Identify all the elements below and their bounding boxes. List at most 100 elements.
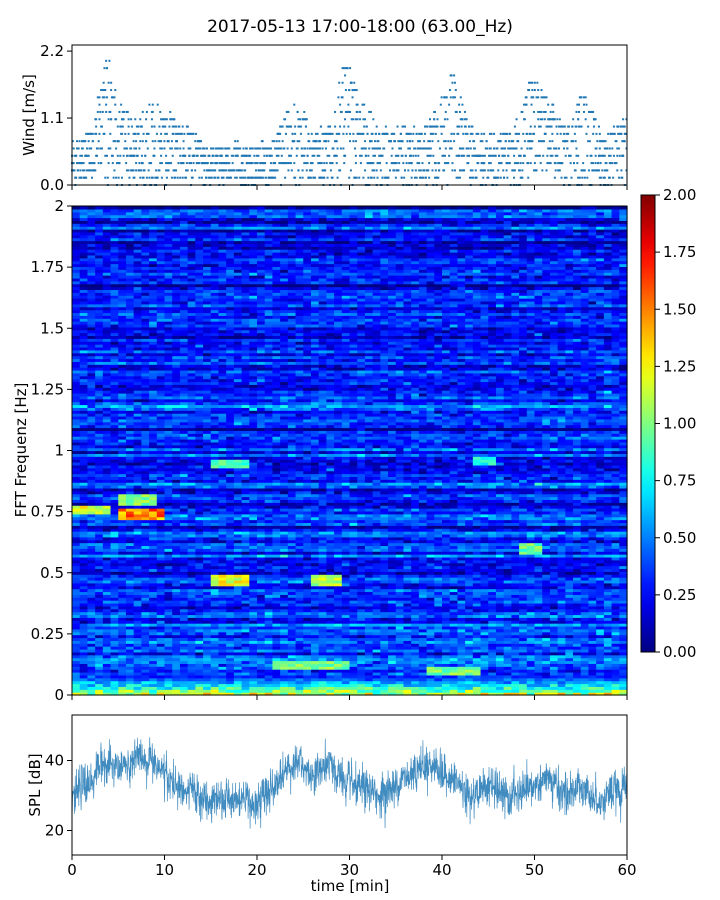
spectrogram-cell [72, 620, 81, 624]
spectrogram-cell [364, 663, 374, 667]
spectrogram-cell [210, 628, 220, 633]
spectrogram-cell [495, 631, 505, 636]
wind-point [105, 110, 108, 113]
spectrogram-cell [457, 588, 466, 593]
wind-point [154, 176, 157, 179]
spectrogram-cell [596, 628, 605, 633]
wind-point [419, 147, 422, 150]
wind-point [320, 176, 323, 179]
spectrogram-cell [418, 579, 428, 584]
spectrogram-cell [272, 666, 281, 670]
spectrogram-cell [334, 689, 343, 693]
wind-point [171, 125, 174, 128]
spectrogram-cell [102, 602, 112, 607]
spectrogram-cell [526, 654, 536, 659]
wind-point [364, 169, 367, 172]
spectrogram-cell [287, 657, 297, 662]
spectrogram-cell [187, 646, 196, 650]
wind-point [368, 110, 371, 113]
spectrogram-cell [349, 651, 358, 656]
spectrogram-cell [287, 582, 297, 587]
wind-point [275, 154, 278, 157]
spectrogram-cell [272, 577, 281, 581]
wind-point [210, 162, 213, 165]
spectrogram-cell [87, 669, 96, 673]
spectrogram-cell [172, 669, 181, 673]
spectrogram-cell [565, 591, 574, 595]
spectrogram-cell [164, 669, 173, 673]
spectrogram-cell [349, 677, 358, 682]
spectrogram-cell [549, 614, 559, 618]
spectrogram-cell [72, 663, 81, 667]
wind-point [597, 125, 600, 128]
wind-point [453, 81, 456, 84]
wind-point [416, 162, 419, 165]
spectrogram-cell [619, 617, 628, 621]
spectrogram-cell [542, 651, 551, 656]
spectrogram-cell [118, 640, 127, 644]
spectrogram-cell [125, 651, 135, 656]
spectrogram-cell [426, 631, 435, 636]
spectrogram-cell [87, 689, 96, 693]
spectrogram-cell [210, 597, 220, 601]
spectrogram-cell [133, 657, 142, 662]
spectrogram-cell [526, 582, 536, 587]
spectrogram-cell [380, 651, 389, 656]
spectrogram-cell [542, 648, 551, 653]
spectrogram-cell [295, 597, 304, 601]
spectrogram-cell [573, 689, 582, 693]
spectrogram-cell [334, 643, 343, 647]
spectrogram-cell [488, 648, 497, 653]
spectrogram-cell [218, 674, 227, 679]
spectrogram-cell [426, 669, 435, 673]
wind-point [410, 162, 413, 165]
wind-point [548, 125, 551, 128]
spectrogram-cell [511, 692, 520, 696]
spectrogram-cell [179, 588, 189, 593]
spectrogram-cell [472, 640, 482, 644]
spectrogram-cell [549, 683, 559, 687]
wind-point [584, 96, 587, 99]
spectrogram-cell [318, 677, 327, 682]
spectrogram-cell [596, 602, 605, 607]
wind-point [485, 140, 488, 143]
wind-point [418, 169, 421, 172]
spectrogram-cell [580, 620, 590, 624]
spectrogram-cell [442, 623, 451, 627]
spectrogram-cell [272, 634, 281, 639]
spectrogram-cell [318, 643, 327, 647]
spectrogram-cell [295, 666, 304, 670]
spectrogram-cell [125, 617, 135, 621]
spectrogram-cell [573, 677, 582, 682]
spectrogram-cell [426, 597, 435, 601]
spectrogram-cell [102, 579, 112, 584]
wind-point [125, 169, 128, 172]
spectrogram-cell [287, 579, 297, 584]
spectrogram-cell [118, 579, 127, 584]
spectrogram-cell [434, 651, 443, 656]
spectrogram-cell [280, 657, 289, 662]
wind-point [531, 140, 534, 143]
spectrogram-cell [557, 591, 566, 595]
spectrogram-cell [418, 663, 428, 667]
spectrogram-cell [573, 686, 582, 690]
wind-point [412, 154, 415, 157]
spectrogram-cell [179, 585, 189, 590]
wind-point [301, 169, 304, 172]
spectrogram-cell [349, 634, 358, 639]
spectrogram-cell [326, 579, 335, 584]
spectrogram-cell [164, 600, 173, 604]
spectrogram-cell [449, 600, 459, 604]
spectrogram-cell [349, 660, 358, 664]
spectrogram-cell [226, 631, 235, 636]
wind-point [88, 147, 91, 150]
wind-point [303, 154, 306, 157]
wind-ytick-label: 1.1 [40, 109, 64, 127]
spectrogram-cell [519, 666, 528, 670]
spectrogram-cell [280, 620, 289, 624]
wind-point [327, 140, 330, 143]
spectrogram-cell [611, 625, 620, 630]
wind-point [533, 125, 536, 128]
spectrogram-cell [218, 689, 227, 693]
wind-point [439, 103, 442, 106]
